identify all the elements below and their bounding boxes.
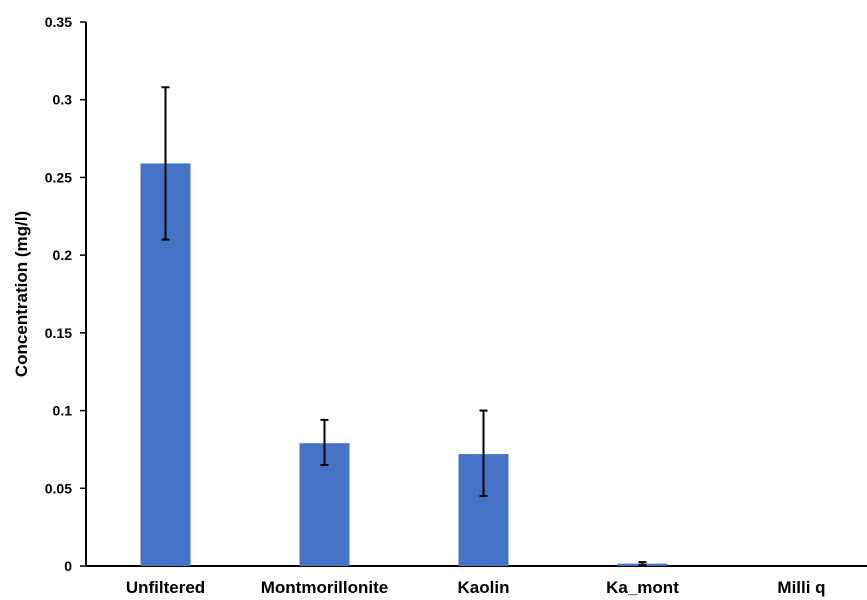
y-axis: 0 0.05 0.1 0.15 0.2 0.25 0.3 0.35: [45, 14, 87, 574]
y-tick-label: 0.1: [53, 403, 73, 419]
x-tick-label: Kaolin: [458, 578, 510, 597]
y-tick-label: 0.2: [53, 247, 73, 263]
y-tick-label: 0.35: [45, 14, 72, 30]
x-tick-label: Unfiltered: [126, 578, 205, 597]
error-bar: [479, 409, 488, 498]
x-tick-label: Ka_mont: [606, 578, 679, 597]
x-tick-label: Montmorillonite: [261, 578, 388, 597]
y-ticks: 0 0.05 0.1 0.15 0.2 0.25 0.3 0.35: [45, 14, 86, 574]
error-bar: [320, 418, 329, 466]
y-tick-label: 0.25: [45, 169, 72, 185]
y-tick-label: 0: [64, 558, 72, 574]
y-tick-label: 0.05: [45, 480, 72, 496]
x-tick-label: Milli q: [777, 578, 825, 597]
x-ticks: Unfiltered Montmorillonite Kaolin Ka_mont Mi…: [126, 578, 826, 597]
error-bars: [161, 86, 647, 567]
error-bar: [161, 86, 170, 241]
y-tick-label: 0.15: [45, 325, 72, 341]
y-tick-label: 0.3: [53, 92, 73, 108]
bars: [140, 163, 668, 566]
error-bar: [638, 561, 647, 567]
y-axis-label: Concentration (mg/l): [12, 211, 31, 377]
x-axis: Unfiltered Montmorillonite Kaolin Ka_mont Mi…: [86, 565, 867, 597]
